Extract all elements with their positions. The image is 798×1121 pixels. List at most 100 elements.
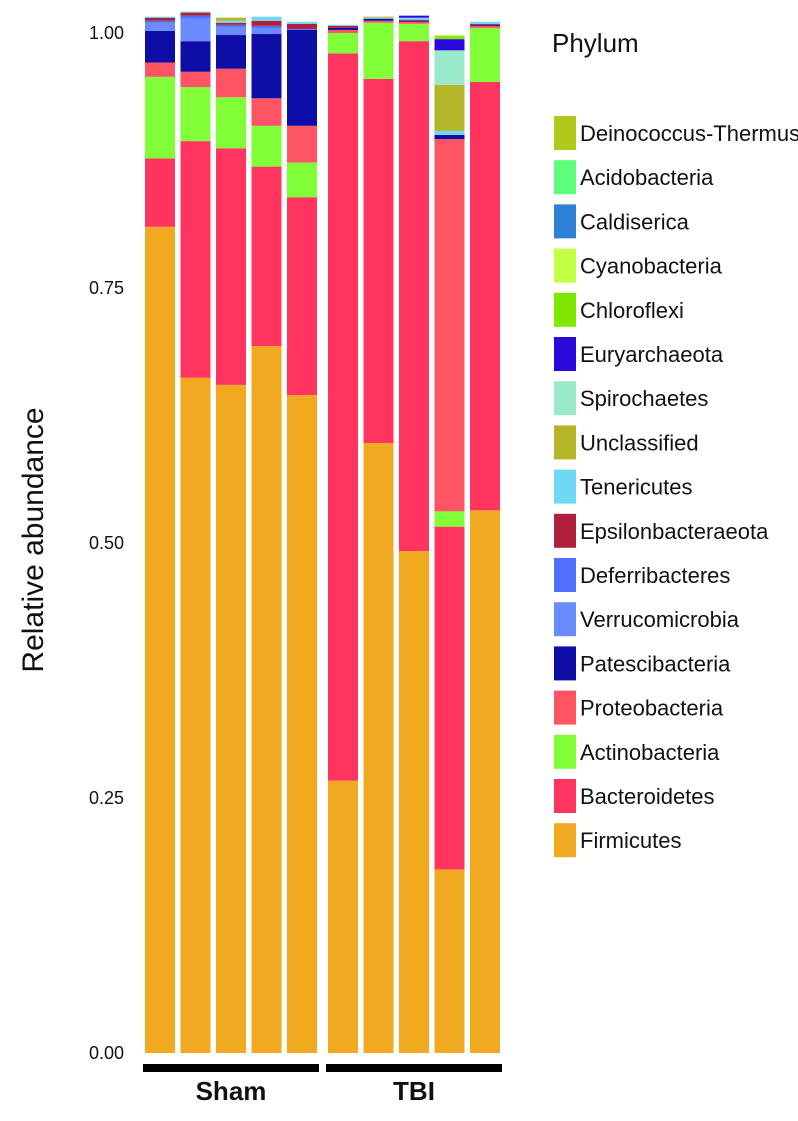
bar-segment-S3-deferribacteres: [216, 24, 246, 27]
bar-segment-T3-tenericutes: [399, 17, 429, 20]
bar-segment-S5-bacteroidetes: [287, 197, 317, 396]
y-axis-title: Relative abundance: [17, 407, 50, 672]
bar-segment-T4-chloroflexi: [434, 36, 465, 40]
bar-segment-S4-deferribacteres: [251, 25, 282, 28]
y-tick-label: 1.00: [89, 23, 124, 43]
legend-label-epsilonbacteraeota: Epsilonbacteraeota: [580, 519, 769, 544]
bar-segment-S3-unclassified: [216, 17, 246, 21]
bar-segment-S1-verrucomicrobia: [145, 22, 175, 31]
bar-segment-T2-proteobacteria: [363, 20, 394, 23]
bar-segment-S3-tenericutes: [216, 20, 246, 23]
bar-segment-S5-epsilonbacteraeota: [287, 23, 317, 29]
bar-segment-S5-deferribacteres: [287, 28, 317, 30]
group-label-sham: Sham: [196, 1076, 267, 1106]
bar-segment-T4-cyanobacteria: [434, 35, 465, 37]
legend-swatch-unclassified: [554, 425, 576, 460]
bar-segment-S1-firmicutes: [145, 226, 175, 1054]
bar-segment-S2-proteobacteria: [180, 71, 211, 88]
bar-segment-T1-patescibacteria: [328, 27, 358, 30]
bar-segment-S2-deferribacteres: [180, 15, 211, 19]
bar-segment-S2-tenericutes: [180, 11, 211, 13]
bar-segment-S4-firmicutes: [251, 346, 282, 1053]
legend-label-patescibacteria: Patescibacteria: [580, 651, 731, 676]
bar-segment-T1-actinobacteria: [328, 33, 358, 54]
bar-segment-T4-patescibacteria: [434, 135, 465, 140]
bar-segment-S5-tenericutes: [287, 21, 317, 24]
bar-segment-T2-patescibacteria: [363, 18, 394, 21]
legend-swatch-acidobacteria: [554, 160, 576, 195]
group-label-tbi: TBI: [393, 1076, 435, 1106]
bar-segment-S3-proteobacteria: [216, 68, 246, 98]
bar-segment-T2-unclassified: [363, 16, 394, 18]
bar-segment-S4-bacteroidetes: [251, 166, 282, 347]
bar-segment-S5-proteobacteria: [287, 125, 317, 163]
group-bar-tbi: [326, 1064, 502, 1072]
y-tick-label: 0.75: [89, 278, 124, 298]
legend-label-actinobacteria: Actinobacteria: [580, 740, 720, 765]
bar-segment-S4-proteobacteria: [251, 98, 282, 126]
bar-segment-T5-epsilonbacteraeota: [470, 23, 500, 25]
bar-segment-T5-actinobacteria: [470, 27, 500, 82]
bar-segment-T3-euryarchaeota: [399, 15, 429, 18]
bar-segment-T4-actinobacteria: [434, 511, 465, 527]
bar-segment-T3-firmicutes: [399, 551, 429, 1053]
legend-swatch-caldiserica: [554, 204, 576, 239]
bar-segment-T5-patescibacteria: [470, 24, 500, 26]
legend-swatch-tenericutes: [554, 469, 576, 504]
legend-label-firmicutes: Firmicutes: [580, 828, 681, 853]
bar-segment-T4-proteobacteria: [434, 139, 465, 512]
bar-segment-S1-patescibacteria: [145, 30, 175, 63]
legend-label-cyanobacteria: Cyanobacteria: [580, 254, 723, 279]
bar-segment-S2-bacteroidetes: [180, 141, 211, 378]
bar-segment-S1-proteobacteria: [145, 62, 175, 77]
bar-segment-T5-proteobacteria: [470, 25, 500, 28]
bar-segment-S4-actinobacteria: [251, 125, 282, 167]
bar-segment-T5-firmicutes: [470, 510, 500, 1053]
bar-segment-S5-firmicutes: [287, 395, 317, 1054]
bar-segment-S3-epsilonbacteraeota: [216, 22, 246, 25]
bar-segment-T3-bacteroidetes: [399, 41, 429, 552]
bar-segment-T2-actinobacteria: [363, 22, 394, 79]
bar-segment-S1-actinobacteria: [145, 76, 175, 159]
bar-segment-S3-firmicutes: [216, 384, 246, 1053]
bar-segment-T4-unclassified: [434, 85, 465, 131]
bar-segment-T1-proteobacteria: [328, 29, 358, 33]
bar-segment-S1-bacteroidetes: [145, 158, 175, 227]
bar-segment-T3-patescibacteria: [399, 20, 429, 22]
bar-segment-T2-firmicutes: [363, 443, 394, 1053]
bar-segment-T3-actinobacteria: [399, 23, 429, 42]
legend-label-spirochaetes: Spirochaetes: [580, 386, 708, 411]
legend-swatch-actinobacteria: [554, 734, 576, 769]
legend-label-unclassified: Unclassified: [580, 430, 699, 455]
legend-swatch-chloroflexi: [554, 292, 576, 327]
legend-title: Phylum: [552, 28, 639, 58]
legend-swatch-firmicutes: [554, 823, 576, 858]
bar-segment-S2-epsilonbacteraeota: [180, 12, 211, 16]
legend-label-tenericutes: Tenericutes: [580, 475, 693, 500]
y-tick-label: 0.00: [89, 1043, 124, 1063]
bar-segment-S3-verrucomicrobia: [216, 26, 246, 36]
bar-segment-S3-bacteroidetes: [216, 148, 246, 385]
bar-segment-T3-epsilonbacteraeota: [399, 19, 429, 21]
y-axis: 0.00 0.25 0.50 0.75 1.00: [89, 23, 124, 1063]
legend-swatch-proteobacteria: [554, 690, 576, 725]
bar-segment-T1-epsilonbacteraeota: [328, 25, 358, 28]
bar-segment-S2-verrucomicrobia: [180, 18, 211, 42]
legend-swatch-bacteroidetes: [554, 779, 576, 813]
y-tick-label: 0.50: [89, 533, 124, 553]
bar-segment-T4-euryarchaeota: [434, 39, 465, 51]
legend-label-deferribacteres: Deferribacteres: [580, 563, 730, 588]
bar-segment-T2-bacteroidetes: [363, 78, 394, 444]
legend-label-deinococcus-thermus: Deinococcus-Thermus: [580, 121, 798, 146]
bar-segment-S2-firmicutes: [180, 377, 211, 1053]
legend-swatch-verrucomicrobia: [554, 602, 576, 637]
bar-segment-T4-bacteroidetes: [434, 526, 465, 870]
bar-segment-T1-firmicutes: [328, 780, 358, 1053]
bar-segment-T4-spirochaetes: [434, 50, 465, 86]
bar-segment-T2-tenericutes: [363, 17, 394, 19]
group-axis: Sham TBI: [143, 1064, 502, 1106]
bar-segment-T1-bacteroidetes: [328, 53, 358, 781]
legend-label-proteobacteria: Proteobacteria: [580, 696, 724, 721]
